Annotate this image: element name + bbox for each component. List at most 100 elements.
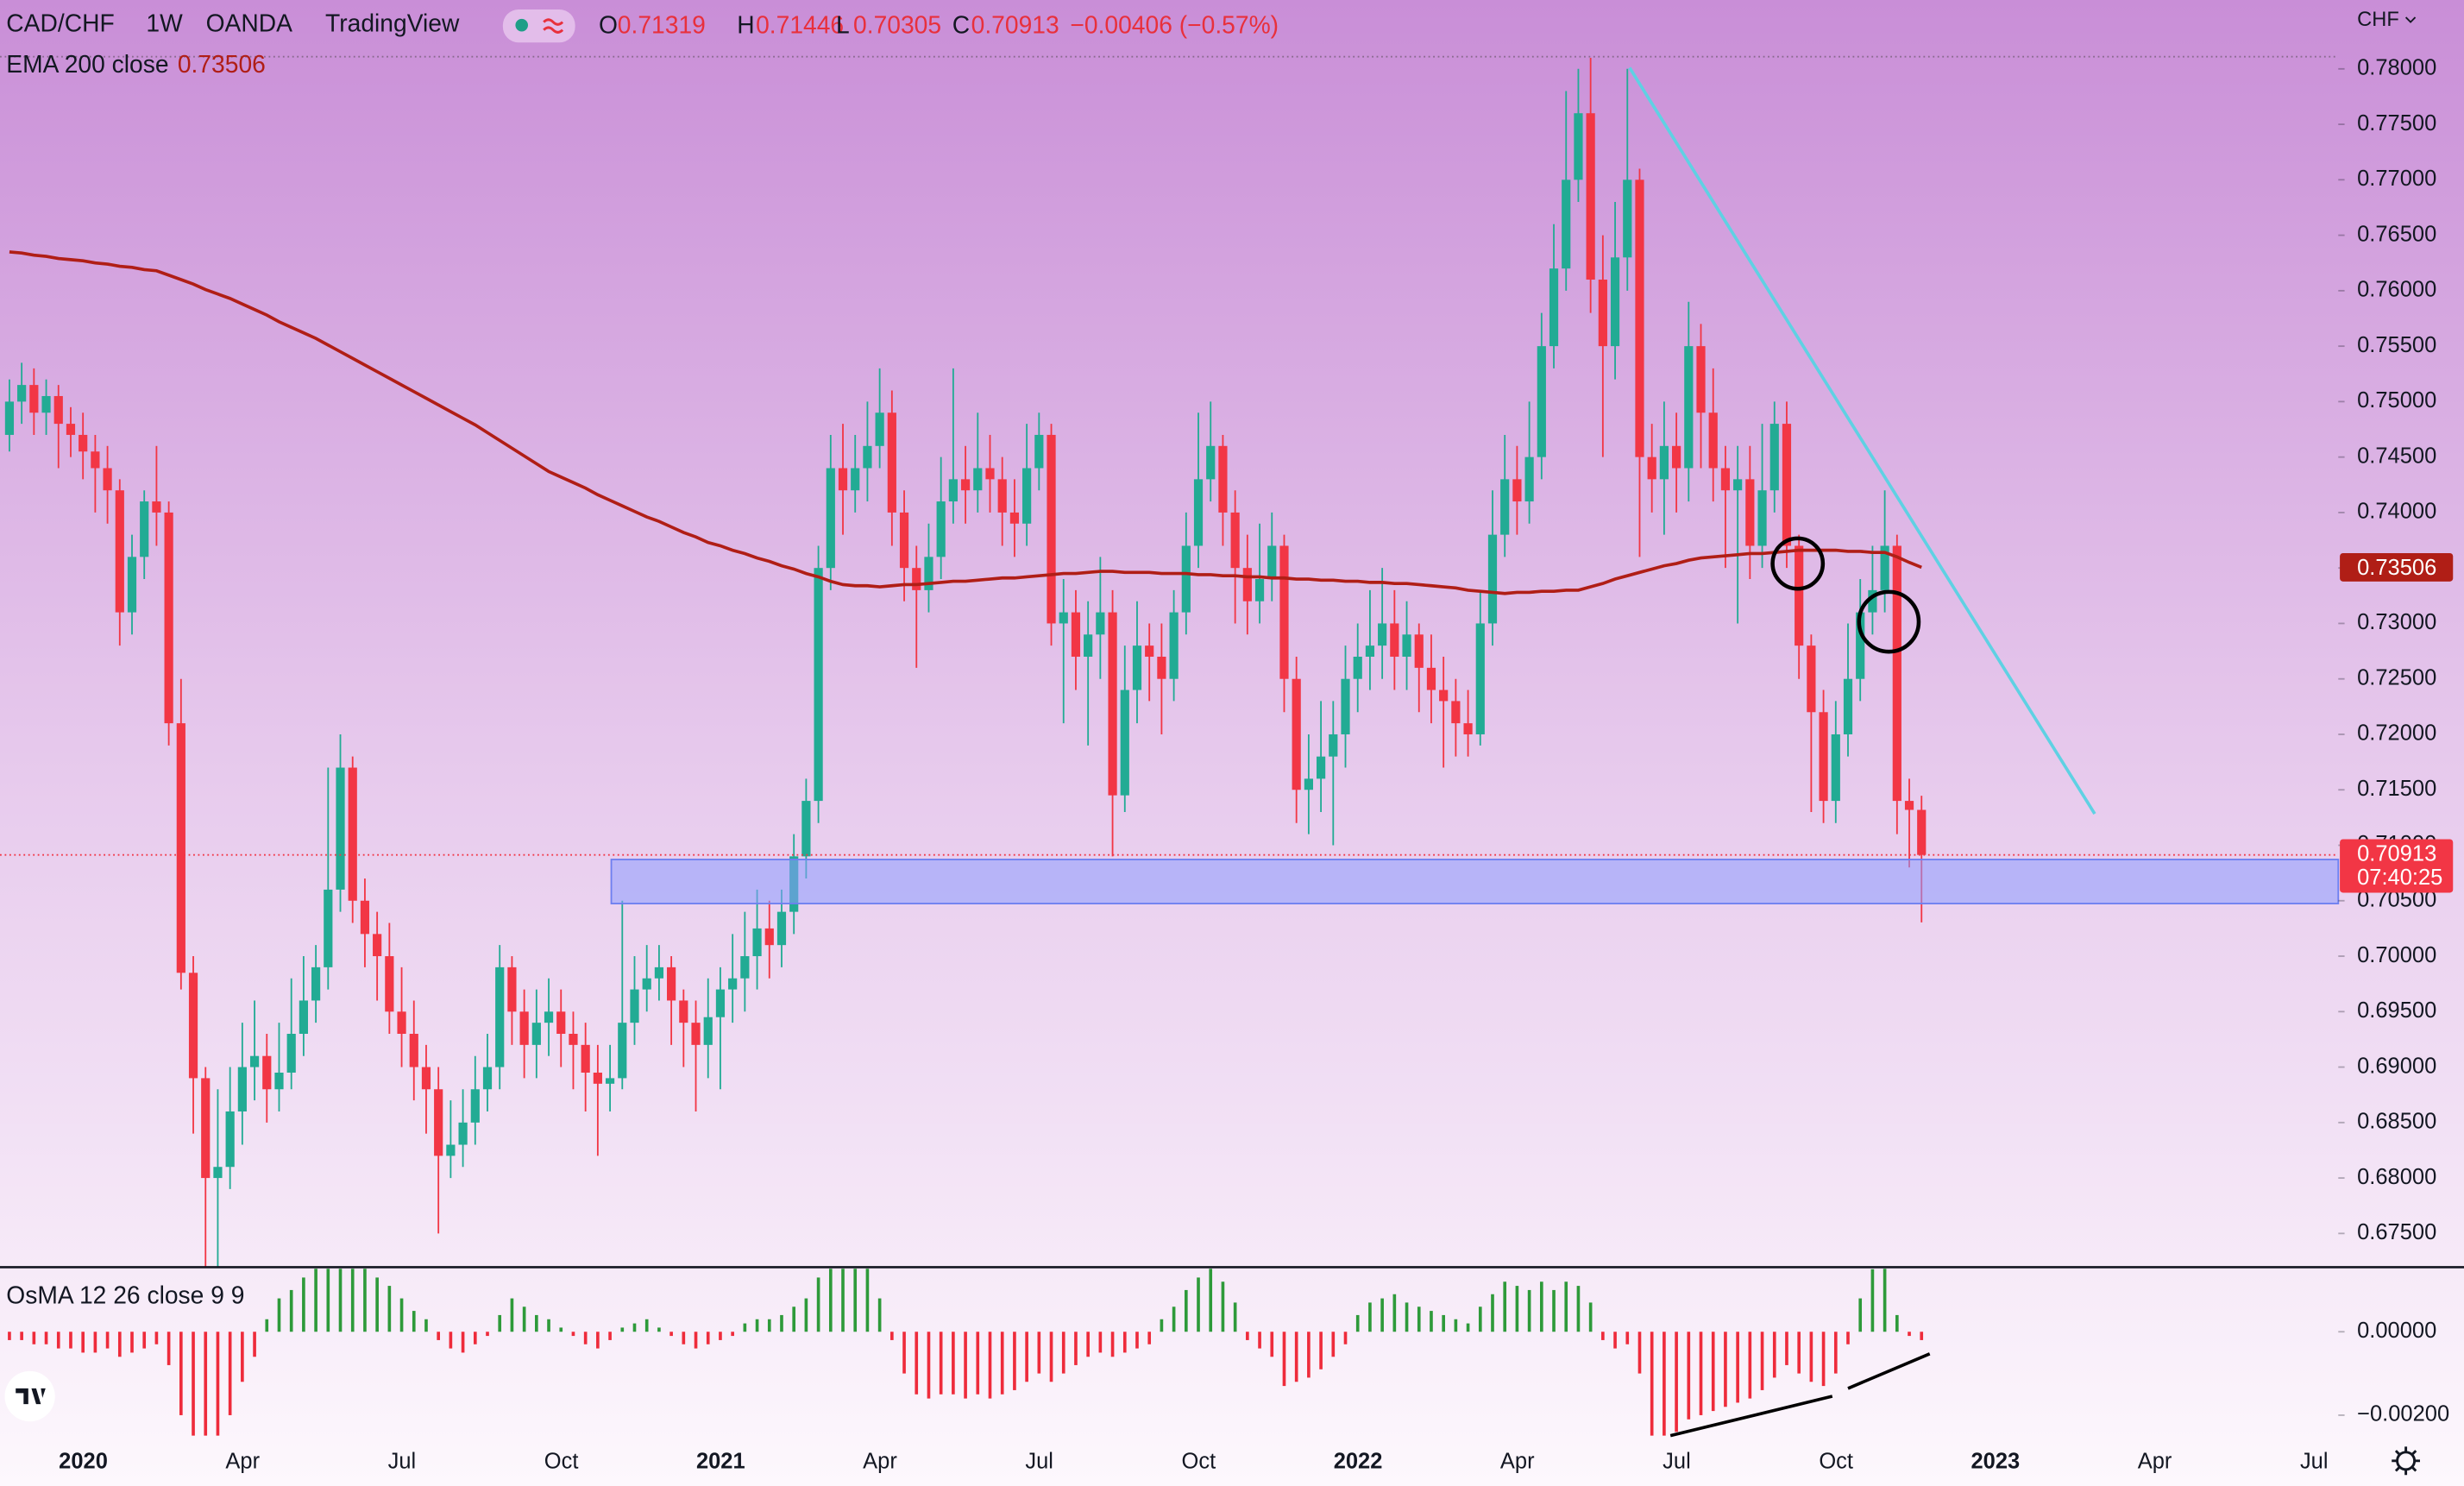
histogram-bar: [1785, 1332, 1788, 1365]
candle-body: [1009, 512, 1020, 524]
candle-body: [667, 967, 676, 1001]
candle-body: [1500, 479, 1510, 535]
countdown-label: 07:40:25: [2357, 866, 2442, 890]
price-pane: [4, 57, 1927, 1268]
candle-body: [973, 468, 983, 491]
candle-body: [1157, 657, 1166, 679]
histogram-bar: [32, 1332, 36, 1344]
histogram-bar: [1491, 1294, 1494, 1332]
candle-body: [1610, 257, 1620, 347]
histogram-bar: [461, 1332, 465, 1353]
histogram-bar: [1736, 1332, 1739, 1403]
candle-body: [286, 1033, 296, 1073]
candle-body: [91, 451, 100, 469]
histogram-bar: [1687, 1332, 1691, 1420]
logo[interactable]: [4, 1370, 55, 1422]
histogram-bar: [1846, 1332, 1850, 1344]
histogram-bar: [1135, 1332, 1139, 1349]
histogram-bar: [1478, 1307, 1482, 1332]
histogram-bar: [1588, 1302, 1593, 1332]
candle-body: [1378, 623, 1387, 646]
histogram-bar: [412, 1311, 416, 1332]
settings-icon[interactable]: [2392, 1446, 2420, 1476]
candle-body: [728, 978, 738, 990]
x-tick-label: Oct: [1182, 1449, 1216, 1473]
candle-body: [1059, 612, 1068, 624]
histogram-bar: [620, 1327, 625, 1332]
status-chip[interactable]: [502, 9, 575, 43]
candle-body: [630, 989, 639, 1023]
candle-body: [4, 401, 15, 435]
histogram-bar: [1049, 1332, 1053, 1382]
histogram-bar: [644, 1319, 649, 1332]
candle-body: [41, 395, 51, 413]
candle-body: [495, 967, 505, 1067]
candle-body: [1856, 612, 1865, 679]
candle-body: [752, 928, 762, 957]
candle-body: [152, 501, 161, 513]
candle-body: [1512, 479, 1522, 502]
candle-body: [1145, 645, 1154, 658]
divergence-line: [1847, 1352, 1931, 1390]
candle-body: [1254, 579, 1265, 601]
histogram-bar: [1172, 1307, 1176, 1332]
osc-y-tick-label: −0.00200: [2357, 1402, 2449, 1426]
histogram-bar: [571, 1332, 575, 1337]
histogram-bar: [964, 1332, 967, 1399]
histogram-bar: [375, 1277, 379, 1332]
candle-body: [324, 889, 333, 967]
histogram-bar: [93, 1332, 97, 1353]
y-tick-label: 0.71500: [2357, 777, 2436, 801]
wave-icon: [543, 18, 564, 34]
x-tick-label: Apr: [1500, 1449, 1535, 1473]
close-value: 0.70913: [971, 10, 1059, 38]
candle-body: [715, 989, 726, 1017]
histogram-bar: [1454, 1319, 1458, 1332]
candle-body: [29, 385, 39, 413]
histogram-bar: [1110, 1332, 1115, 1357]
histogram-bar: [81, 1332, 85, 1353]
x-tick-label: Jul: [1663, 1449, 1691, 1473]
y-tick-label: 0.77500: [2357, 111, 2436, 135]
candle-body: [1524, 457, 1534, 502]
y-tick-label: 0.69000: [2357, 1054, 2436, 1078]
candle-body: [1733, 479, 1743, 491]
support-zone: [610, 859, 2340, 904]
candle-body: [1034, 434, 1044, 469]
candle-body: [446, 1144, 456, 1156]
candle-body: [348, 767, 357, 901]
candle-body: [679, 1000, 688, 1023]
status-dot: [515, 18, 528, 32]
candle-body: [1720, 468, 1731, 491]
candle-body: [1487, 534, 1498, 624]
candle-body: [1193, 479, 1204, 546]
histogram-bar: [1748, 1332, 1752, 1399]
candle-body: [213, 1167, 223, 1179]
candle-body: [863, 445, 872, 469]
candle-body: [1451, 701, 1461, 724]
histogram-bar: [1160, 1319, 1164, 1332]
candle-body: [1635, 179, 1644, 457]
y-tick-label: 0.76000: [2357, 278, 2436, 302]
y-tick-label: 0.74000: [2357, 500, 2436, 524]
interval: 1W: [146, 9, 183, 37]
candle-body: [1892, 545, 1901, 802]
candle-body: [1402, 634, 1411, 658]
histogram-bar: [1061, 1332, 1065, 1374]
histogram-bar: [694, 1332, 698, 1349]
histogram-bar: [350, 1269, 355, 1332]
histogram-bar: [1209, 1269, 1213, 1332]
histogram-bar: [1564, 1281, 1568, 1332]
candle-body: [1659, 445, 1669, 480]
histogram-bar: [8, 1332, 11, 1340]
candle-body: [1242, 568, 1252, 601]
histogram-bar: [1576, 1286, 1581, 1332]
histogram-bar: [387, 1286, 392, 1332]
histogram-bar: [1221, 1281, 1225, 1332]
x-tick-label: 2022: [1334, 1449, 1383, 1473]
currency-menu[interactable]: CHF: [2357, 9, 2399, 31]
candle-body: [1880, 545, 1889, 590]
candle-body: [519, 1011, 529, 1045]
y-tick-label: 0.67500: [2357, 1220, 2436, 1244]
histogram-bar: [44, 1332, 48, 1344]
